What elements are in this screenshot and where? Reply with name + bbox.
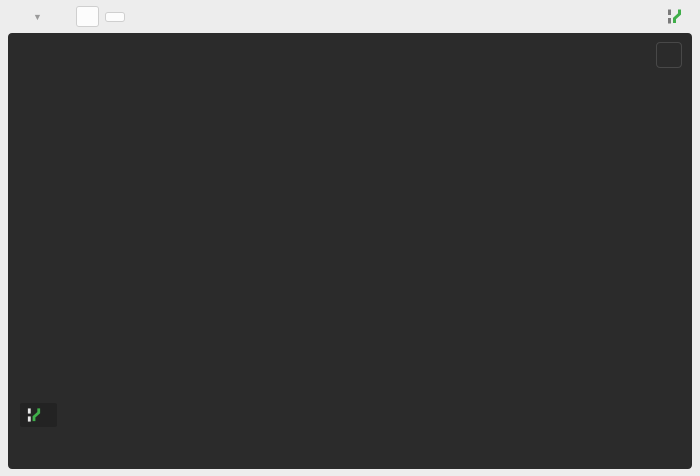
chevron-down-icon[interactable]: ▼ xyxy=(33,11,42,22)
stats-header xyxy=(8,33,692,81)
legend-dot-green xyxy=(570,458,576,464)
legend-dot-blue xyxy=(634,458,640,464)
winnings-chart xyxy=(8,33,692,469)
chart-watermark xyxy=(20,403,57,427)
file-button[interactable] xyxy=(104,11,125,22)
legend-item-total[interactable] xyxy=(570,458,582,464)
settings-button[interactable] xyxy=(656,42,682,68)
hand2note-logo-icon xyxy=(668,9,681,24)
hand2note-logo xyxy=(666,8,688,25)
hand2note-watermark-icon xyxy=(27,408,41,422)
legend-dot-pink xyxy=(666,458,672,464)
add-filter-button[interactable] xyxy=(75,6,99,27)
report-panel xyxy=(8,33,692,469)
legend-item-nonshowdown[interactable] xyxy=(666,458,678,464)
top-toolbar: ▼ xyxy=(0,0,700,33)
legend-dot-yellow xyxy=(602,458,608,464)
chart-legend xyxy=(570,458,678,464)
legend-item-showdown[interactable] xyxy=(634,458,646,464)
legend-item-ev[interactable] xyxy=(602,458,614,464)
chart-canvas[interactable] xyxy=(8,33,692,445)
